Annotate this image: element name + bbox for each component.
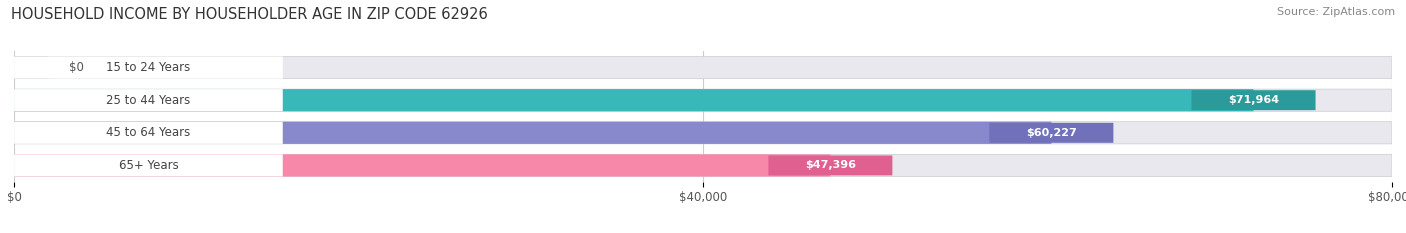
Text: $71,964: $71,964: [1227, 95, 1279, 105]
FancyBboxPatch shape: [990, 123, 1114, 143]
Text: 25 to 44 Years: 25 to 44 Years: [107, 94, 191, 107]
FancyBboxPatch shape: [769, 155, 893, 175]
Text: $0: $0: [69, 61, 84, 74]
FancyBboxPatch shape: [1191, 90, 1316, 110]
Text: HOUSEHOLD INCOME BY HOUSEHOLDER AGE IN ZIP CODE 62926: HOUSEHOLD INCOME BY HOUSEHOLDER AGE IN Z…: [11, 7, 488, 22]
FancyBboxPatch shape: [14, 154, 283, 177]
Text: 15 to 24 Years: 15 to 24 Years: [107, 61, 191, 74]
FancyBboxPatch shape: [14, 154, 1392, 177]
FancyBboxPatch shape: [14, 89, 1254, 111]
Text: 65+ Years: 65+ Years: [118, 159, 179, 172]
Text: $60,227: $60,227: [1026, 128, 1077, 138]
FancyBboxPatch shape: [14, 89, 283, 111]
Text: Source: ZipAtlas.com: Source: ZipAtlas.com: [1277, 7, 1395, 17]
Text: $47,396: $47,396: [804, 161, 856, 170]
FancyBboxPatch shape: [14, 122, 1392, 144]
FancyBboxPatch shape: [14, 56, 283, 79]
FancyBboxPatch shape: [14, 56, 48, 79]
FancyBboxPatch shape: [14, 89, 1392, 111]
FancyBboxPatch shape: [14, 56, 1392, 79]
FancyBboxPatch shape: [14, 122, 1052, 144]
FancyBboxPatch shape: [14, 154, 831, 177]
FancyBboxPatch shape: [14, 122, 283, 144]
Text: 45 to 64 Years: 45 to 64 Years: [107, 126, 191, 139]
